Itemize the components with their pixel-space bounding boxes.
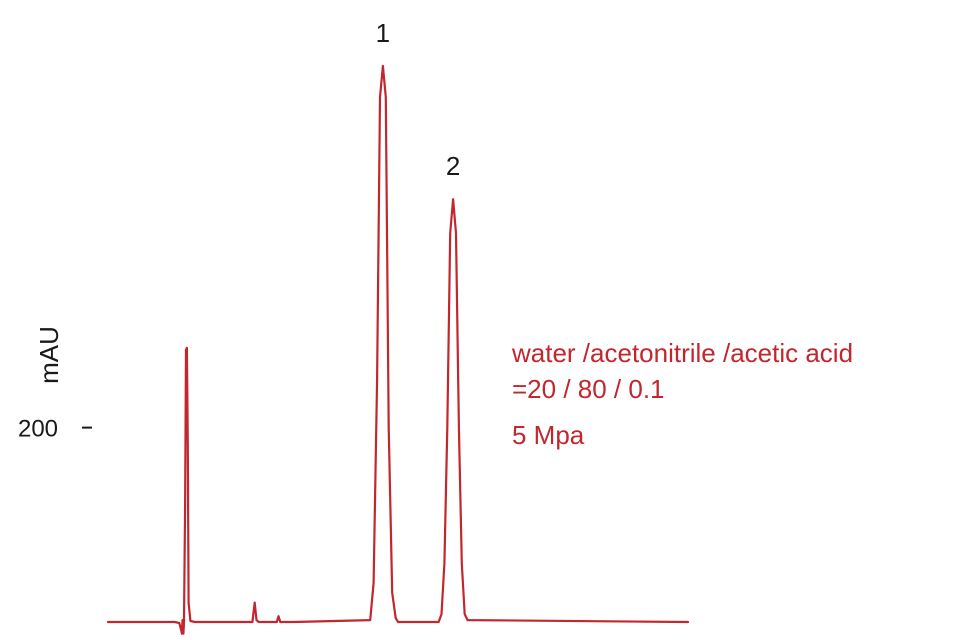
peak-label-1: 1 [376, 18, 390, 48]
y-axis-label: mAU [34, 326, 64, 384]
conditions-mobile-phase: water /acetonitrile /acetic acid [511, 338, 853, 368]
chromatogram-trace [106, 64, 690, 635]
peak-label-2: 2 [446, 151, 460, 181]
y-tick-label-200: 200 [18, 416, 58, 443]
conditions-ratio: =20 / 80 / 0.1 [512, 374, 665, 404]
conditions-pressure: 5 Mpa [512, 420, 585, 450]
